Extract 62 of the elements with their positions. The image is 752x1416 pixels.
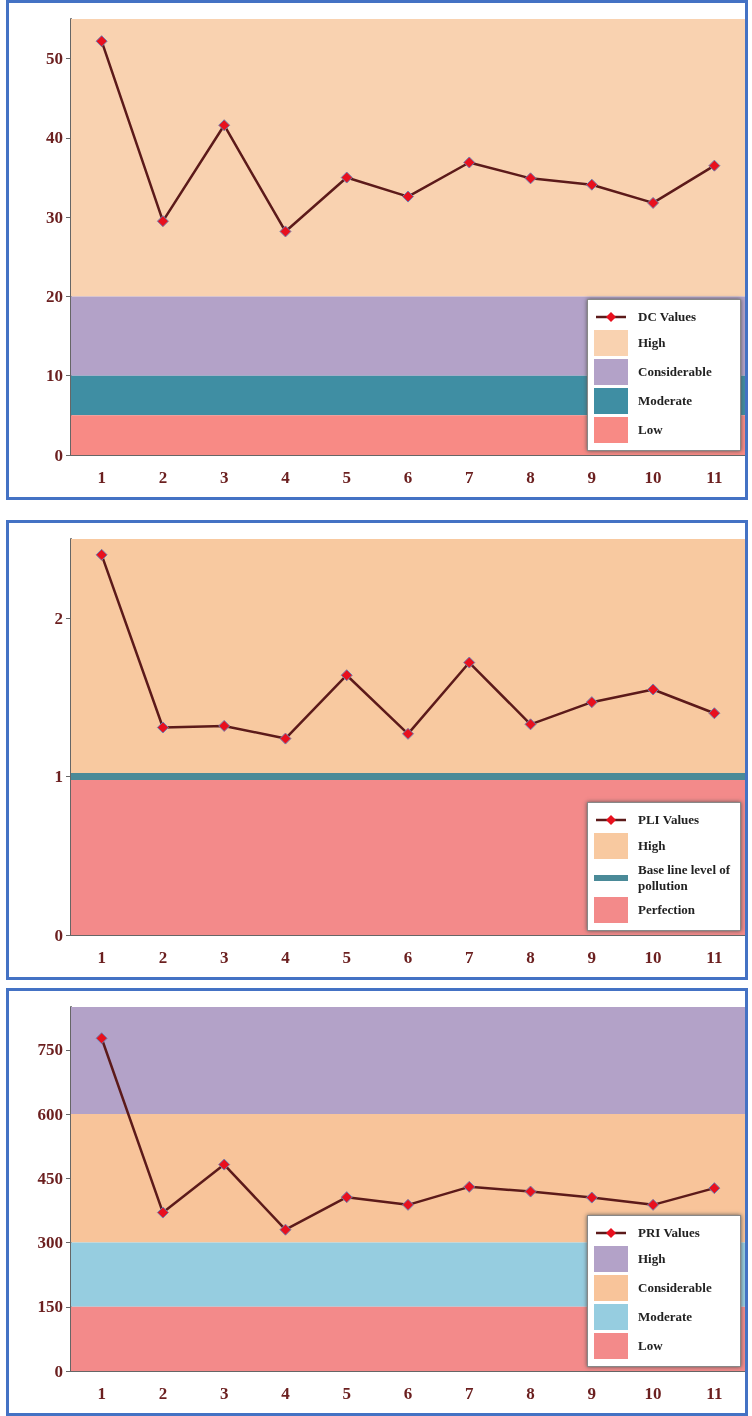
x-tick-label: 6: [403, 468, 413, 487]
x-tick-label: 4: [281, 468, 291, 487]
x-tick-label: 11: [706, 1384, 723, 1403]
y-tick-label: 300: [37, 1233, 63, 1253]
x-tick-label: 7: [465, 468, 475, 487]
y-tick-label: 0: [54, 925, 63, 945]
x-tick-label: 1: [97, 1384, 106, 1403]
x-tick-label: 2: [158, 468, 168, 487]
x-tick-label: 2: [158, 1384, 168, 1403]
legend-label: High: [638, 838, 667, 854]
x-tick-label: 1: [97, 468, 106, 487]
band-label: Low: [638, 1338, 664, 1354]
y-tick-label: 40: [46, 128, 63, 148]
x-tick-label: 9: [587, 948, 597, 967]
x-tick-label: 11: [706, 468, 723, 487]
y-tick-label: 10: [46, 366, 63, 386]
x-tick-label: 1: [97, 948, 106, 967]
x-tick-label: 2: [158, 948, 168, 967]
y-tick-label: 0: [54, 1361, 63, 1381]
y-tick-label: 30: [46, 207, 63, 227]
y-tick-label: 750: [37, 1040, 63, 1060]
y-tick-label: 2: [54, 608, 63, 628]
x-tick-label: 3: [219, 1384, 229, 1403]
x-tick-label: 6: [403, 948, 413, 967]
band-label: Low: [638, 422, 664, 438]
band-label: Moderate: [638, 393, 694, 409]
legend-label: Base line level of pollution: [638, 862, 732, 894]
x-tick-label: 10: [644, 1384, 662, 1403]
x-tick-label: 10: [644, 948, 662, 967]
legend-label: PLI Values: [638, 812, 701, 828]
y-tick-label: 1: [54, 767, 63, 787]
legend-label: PRI Values: [638, 1225, 701, 1241]
y-tick-label: 50: [46, 49, 63, 69]
y-tick-label: 450: [37, 1168, 63, 1188]
x-tick-label: 3: [219, 948, 229, 967]
y-tick-label: 600: [37, 1104, 63, 1124]
band-label: Perfection: [638, 902, 697, 918]
x-tick-label: 7: [465, 1384, 475, 1403]
x-tick-label: 10: [644, 468, 662, 487]
x-tick-label: 7: [465, 948, 475, 967]
x-tick-label: 9: [587, 468, 597, 487]
x-tick-label: 11: [706, 948, 723, 967]
x-tick-label: 4: [281, 948, 291, 967]
y-tick-label: 20: [46, 286, 63, 306]
legend-label: DC Values: [638, 309, 698, 325]
legend-label: High: [638, 335, 667, 351]
x-tick-label: 5: [342, 468, 351, 487]
y-tick-label: 0: [54, 445, 63, 465]
x-tick-label: 3: [219, 468, 229, 487]
x-tick-label: 4: [281, 1384, 291, 1403]
x-tick-label: 6: [403, 1384, 413, 1403]
legend-label: High: [638, 1251, 667, 1267]
band-label: Moderate: [638, 1309, 694, 1325]
legend-label: Considerable: [638, 1280, 713, 1296]
x-tick-label: 8: [526, 1384, 535, 1403]
y-tick-label: 150: [37, 1297, 63, 1317]
band-label: Considerable: [638, 364, 713, 380]
x-tick-label: 5: [342, 948, 351, 967]
x-tick-label: 8: [526, 948, 535, 967]
x-tick-label: 9: [587, 1384, 597, 1403]
x-tick-label: 5: [342, 1384, 351, 1403]
x-tick-label: 8: [526, 468, 535, 487]
